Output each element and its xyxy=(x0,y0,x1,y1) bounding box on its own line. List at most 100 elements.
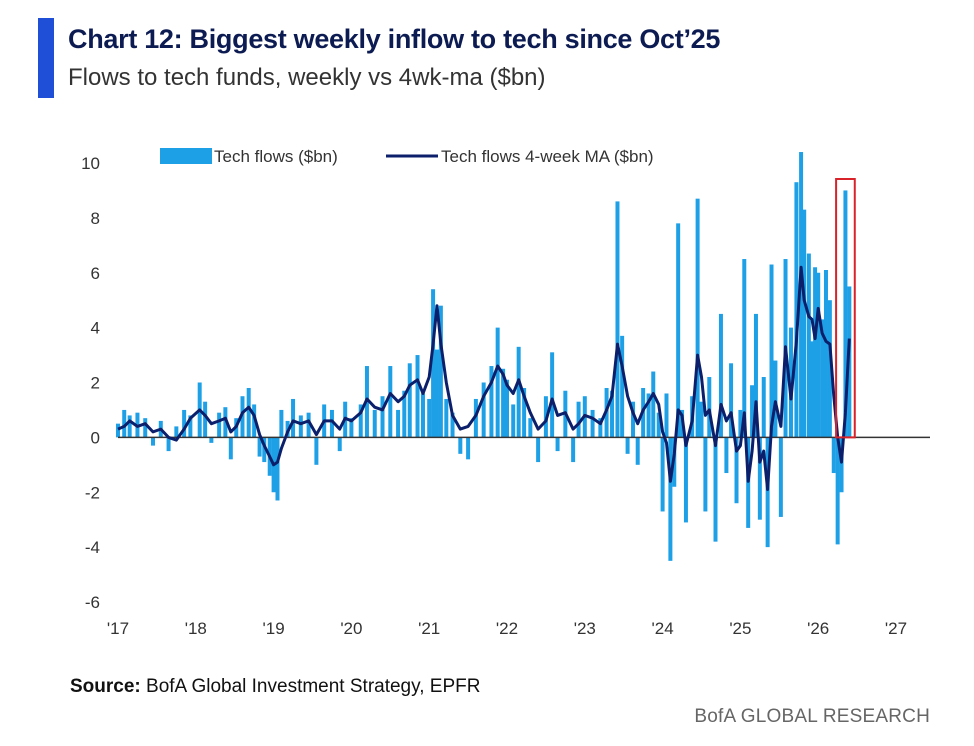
bar xyxy=(438,305,443,438)
bar xyxy=(635,437,640,465)
bar xyxy=(388,366,393,438)
bar xyxy=(656,412,661,438)
bar xyxy=(511,404,516,438)
bar xyxy=(555,437,560,452)
bar xyxy=(753,313,758,438)
bar xyxy=(773,360,778,438)
bar xyxy=(729,363,734,438)
legend: Tech flows ($bn) Tech flows 4-week MA ($… xyxy=(160,147,654,166)
bar xyxy=(240,396,245,438)
source-text: BofA Global Investment Strategy, EPFR xyxy=(146,676,481,697)
bar xyxy=(827,300,832,438)
source-note: Source: BofA Global Investment Strategy,… xyxy=(70,676,480,698)
bar xyxy=(820,319,825,438)
bar xyxy=(610,390,615,438)
bar xyxy=(778,437,783,517)
y-tick-label: 8 xyxy=(91,209,100,228)
x-tick-label: '23 xyxy=(574,619,596,638)
bar xyxy=(314,437,319,465)
brand-label: BofA GLOBAL RESEARCH xyxy=(694,706,930,727)
y-tick-label: 10 xyxy=(81,154,100,173)
bar xyxy=(431,289,436,438)
bar xyxy=(291,398,296,438)
bar xyxy=(742,259,747,438)
y-tick-label: -2 xyxy=(85,483,100,502)
highlight-box xyxy=(835,178,856,439)
bar xyxy=(676,223,681,438)
bar xyxy=(349,418,354,438)
x-tick-label: '18 xyxy=(185,619,207,638)
source-label: Source: xyxy=(70,676,141,697)
bar xyxy=(571,437,576,463)
bar xyxy=(699,401,704,438)
bar xyxy=(683,437,688,523)
bar xyxy=(143,418,148,438)
x-tick-label: '21 xyxy=(418,619,440,638)
bar xyxy=(262,437,267,463)
bar xyxy=(275,437,280,501)
bar xyxy=(646,393,651,438)
bar xyxy=(576,401,581,438)
x-tick-label: '20 xyxy=(340,619,362,638)
bar xyxy=(769,264,774,438)
y-tick-label: 0 xyxy=(91,428,100,447)
bar xyxy=(329,409,334,438)
y-tick-label: 2 xyxy=(91,374,100,393)
bar xyxy=(809,341,814,438)
bar xyxy=(707,377,712,438)
bar xyxy=(761,377,766,438)
bar xyxy=(695,198,700,438)
bar xyxy=(802,209,807,438)
bar xyxy=(718,313,723,438)
bar xyxy=(434,349,439,438)
bar xyxy=(116,423,120,438)
bar xyxy=(223,407,228,438)
bar xyxy=(598,418,603,438)
bar xyxy=(703,437,708,512)
bar xyxy=(203,401,208,438)
bar xyxy=(427,398,432,438)
bar xyxy=(217,412,222,438)
bar xyxy=(823,270,828,438)
bar xyxy=(420,393,425,438)
bar xyxy=(501,368,506,438)
bar xyxy=(590,409,595,438)
bar xyxy=(182,409,187,438)
bar xyxy=(664,393,669,438)
bar xyxy=(402,390,407,438)
bar xyxy=(473,398,478,438)
bar xyxy=(651,371,656,438)
x-tick-label: '24 xyxy=(652,619,674,638)
y-tick-label: 4 xyxy=(91,319,100,338)
x-tick-label: '22 xyxy=(496,619,518,638)
y-tick-label: 6 xyxy=(91,264,100,283)
y-tick-label: -4 xyxy=(85,538,100,557)
bar xyxy=(631,401,636,438)
bar xyxy=(337,437,342,452)
bars-series xyxy=(116,152,852,561)
bar xyxy=(505,379,509,438)
legend-label-bars: Tech flows ($bn) xyxy=(214,147,338,166)
bar xyxy=(444,398,449,438)
chart: 10 8 6 4 2 0 -2 -4 -6 '17 '18 '19 '20 '21 '22 '23 '24 '2… xyxy=(81,147,930,638)
bar xyxy=(415,355,420,438)
bar xyxy=(660,437,665,512)
bar xyxy=(757,437,762,520)
bar xyxy=(166,437,171,452)
y-axis-ticks: 10 8 6 4 2 0 -2 -4 -6 xyxy=(81,154,100,612)
bar xyxy=(380,396,385,438)
y-tick-label: -6 xyxy=(85,593,100,612)
bar xyxy=(843,190,848,438)
bar xyxy=(458,437,463,454)
legend-label-line: Tech flows 4-week MA ($bn) xyxy=(441,147,654,166)
bar xyxy=(750,385,755,438)
bar xyxy=(794,182,799,438)
x-tick-label: '25 xyxy=(729,619,751,638)
x-tick-label: '17 xyxy=(107,619,129,638)
bar xyxy=(806,253,811,438)
bar xyxy=(396,409,401,438)
bar xyxy=(372,409,377,438)
bar xyxy=(835,437,840,545)
bar xyxy=(516,346,521,438)
bar xyxy=(188,415,193,438)
